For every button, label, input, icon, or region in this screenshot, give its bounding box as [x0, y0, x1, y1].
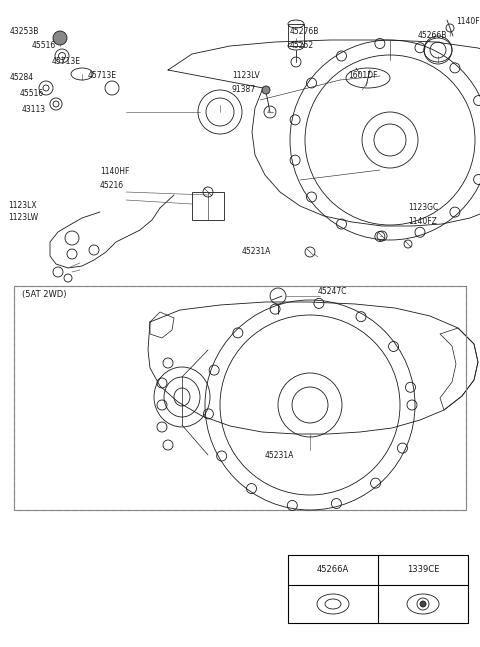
- Text: 45231A: 45231A: [265, 450, 294, 459]
- Text: 45284: 45284: [10, 74, 34, 83]
- Bar: [288, 555, 468, 623]
- Text: 1140HF: 1140HF: [100, 168, 130, 177]
- Bar: [192, 192, 224, 220]
- Text: 45266B: 45266B: [418, 32, 447, 41]
- Text: 1140FZ: 1140FZ: [408, 217, 437, 226]
- Text: 1123LV: 1123LV: [232, 71, 260, 80]
- Text: 1123GC: 1123GC: [408, 204, 438, 212]
- Text: 43253B: 43253B: [10, 28, 39, 36]
- Text: 45252: 45252: [290, 41, 314, 50]
- Bar: [288, 24, 304, 46]
- Text: 45231A: 45231A: [242, 248, 271, 256]
- Circle shape: [262, 86, 270, 94]
- Text: 45216: 45216: [100, 182, 124, 190]
- Bar: [14, 286, 466, 510]
- Text: 1601DF: 1601DF: [348, 71, 377, 80]
- Text: 43113: 43113: [22, 105, 46, 115]
- Text: 45516: 45516: [32, 41, 56, 50]
- Text: 1123LW: 1123LW: [8, 214, 38, 223]
- Text: 45266A: 45266A: [317, 565, 349, 575]
- Text: 45247C: 45247C: [318, 287, 348, 296]
- Bar: [14, 286, 466, 510]
- Text: 45713E: 45713E: [88, 72, 117, 80]
- Text: 1339CE: 1339CE: [407, 565, 439, 575]
- Text: 1123LX: 1123LX: [8, 201, 36, 210]
- Text: 91387: 91387: [232, 85, 256, 94]
- Circle shape: [420, 601, 426, 607]
- Text: 1140FC: 1140FC: [456, 17, 480, 27]
- Text: (5AT 2WD): (5AT 2WD): [22, 289, 67, 298]
- Text: 45516: 45516: [20, 89, 44, 98]
- Text: 45276B: 45276B: [290, 28, 319, 36]
- Circle shape: [53, 31, 67, 45]
- Text: 45713E: 45713E: [52, 58, 81, 67]
